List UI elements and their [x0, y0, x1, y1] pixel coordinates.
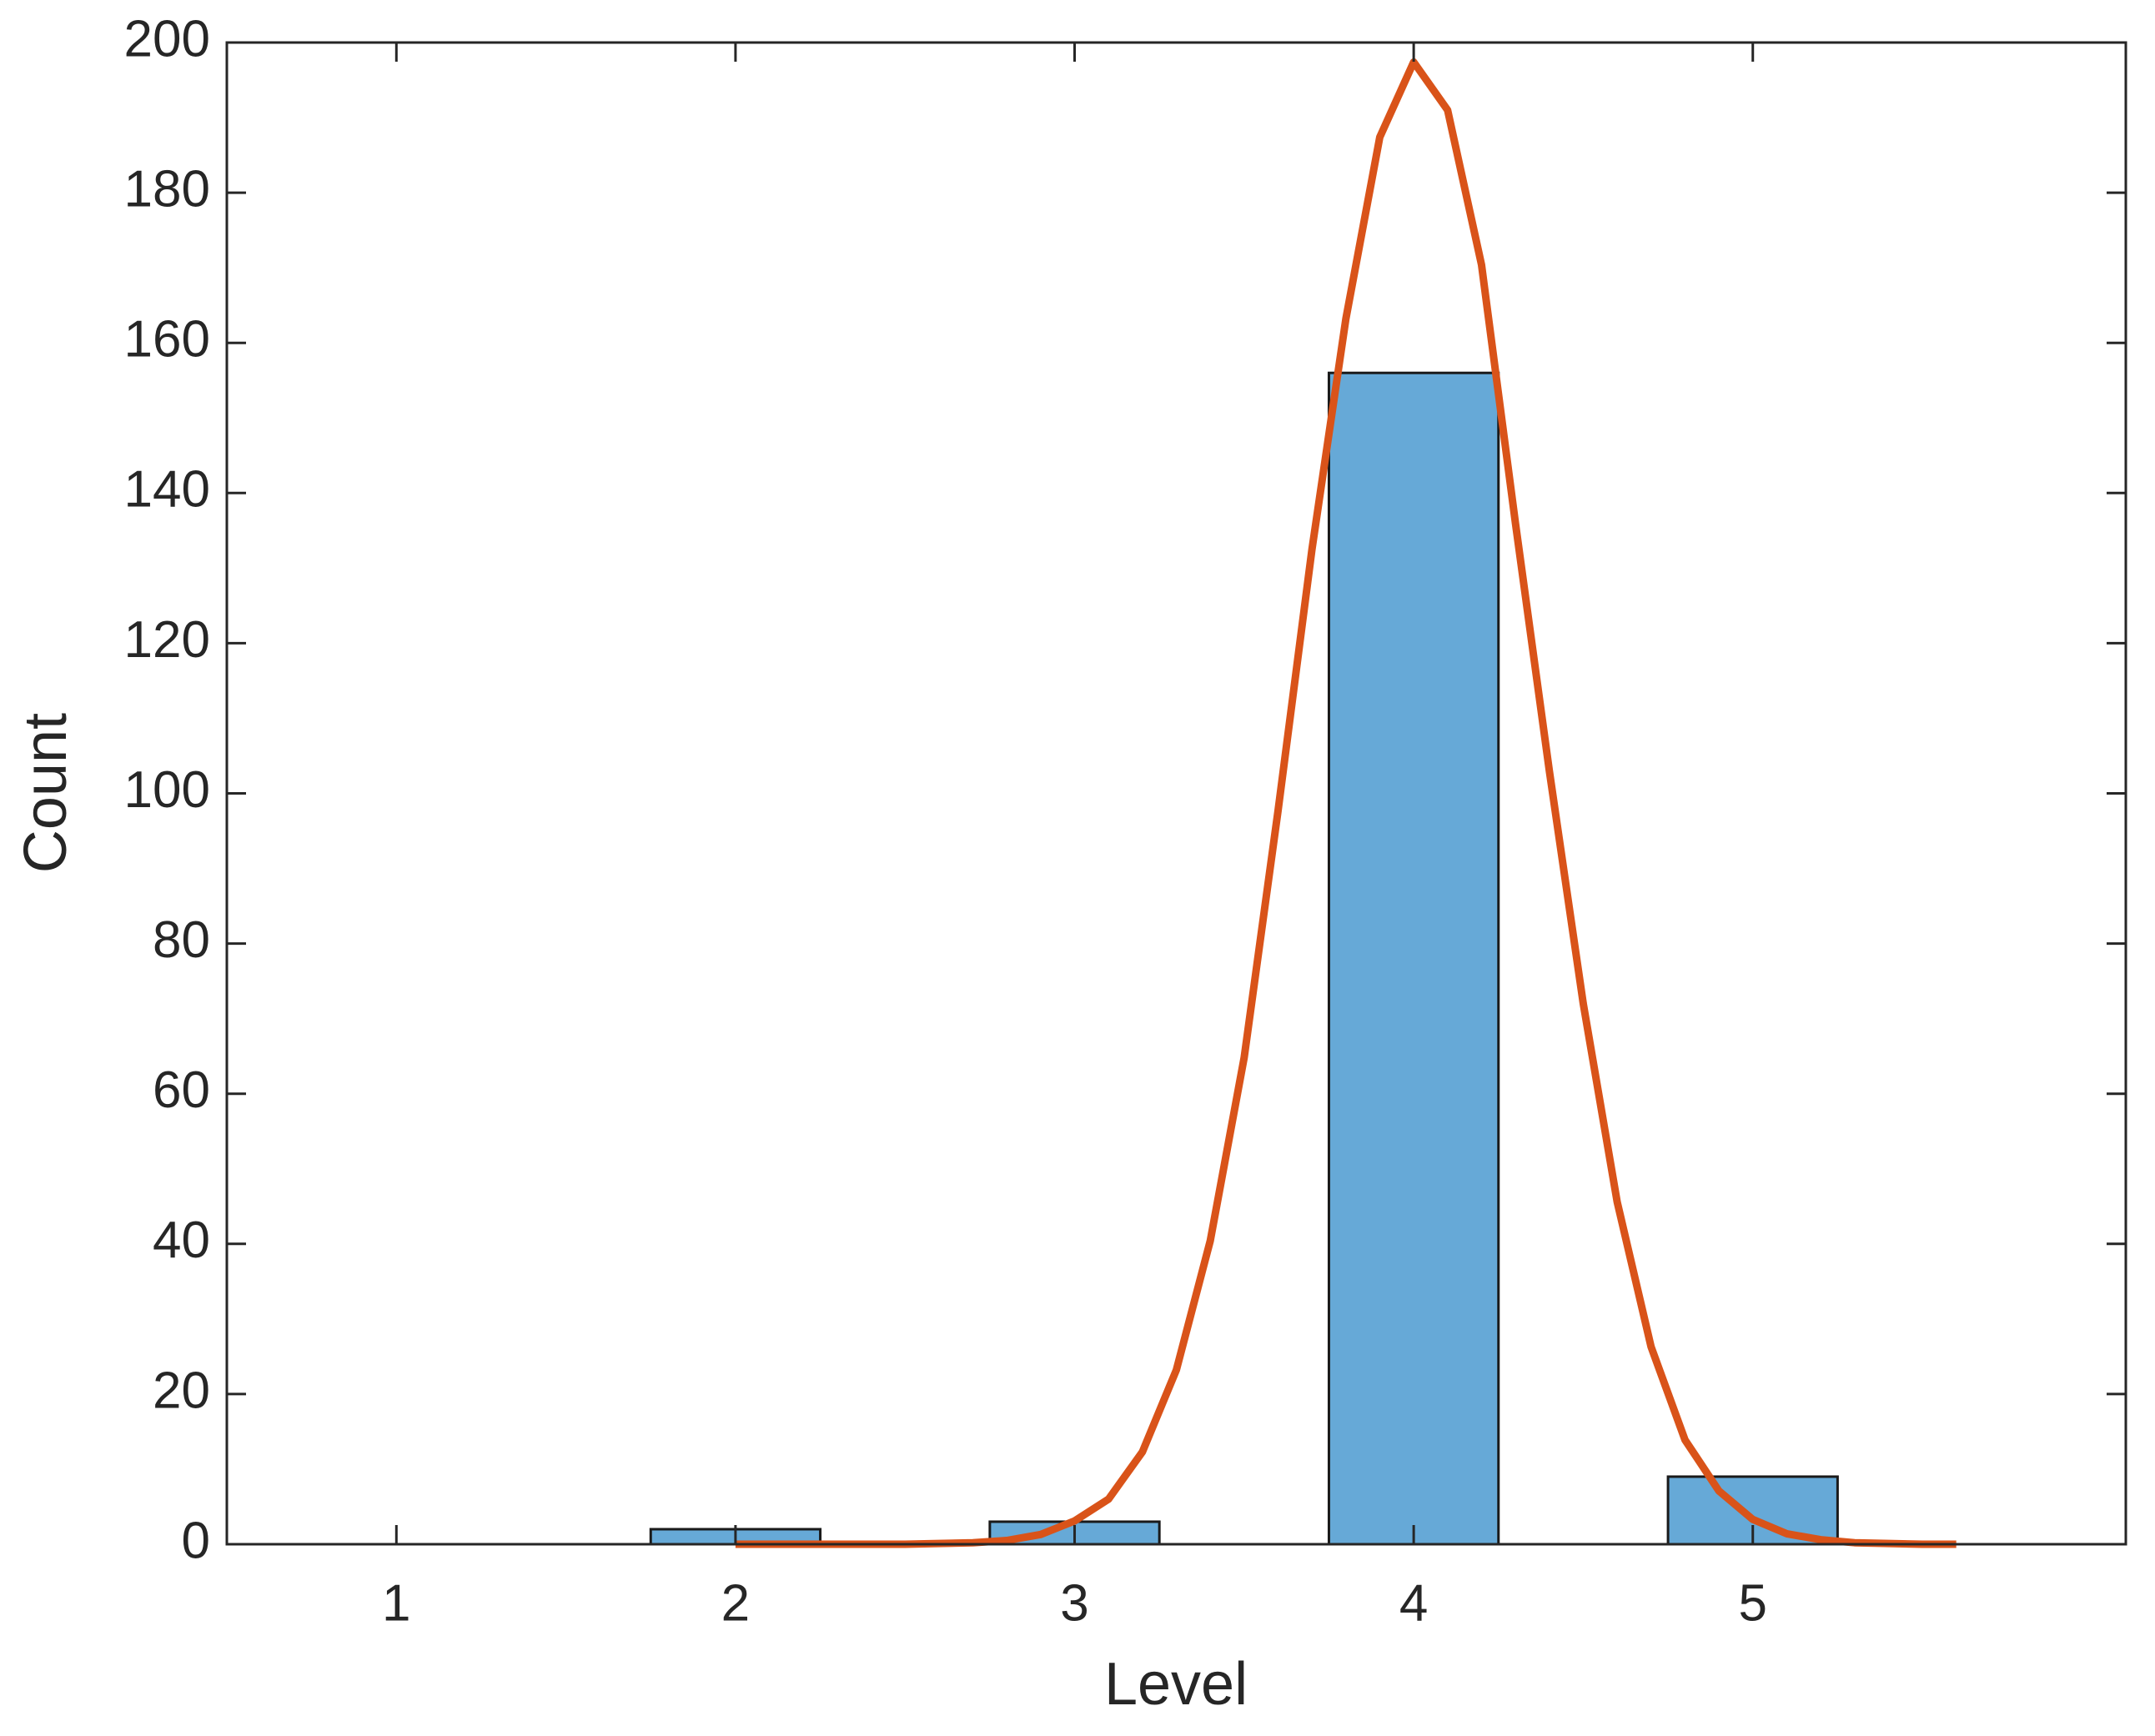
y-tick-label: 80	[153, 911, 210, 969]
y-tick-label: 20	[153, 1362, 210, 1419]
y-tick-label: 40	[153, 1212, 210, 1269]
bar	[1327, 371, 1500, 1546]
x-axis-label: Level	[1104, 1651, 1248, 1718]
x-tick-label: 5	[1738, 1574, 1766, 1632]
y-axis-label: Count	[13, 713, 79, 873]
x-tick-label: 1	[382, 1574, 410, 1632]
x-tick-label: 3	[1060, 1574, 1088, 1632]
y-tick-label: 0	[182, 1512, 210, 1569]
y-tick-label: 200	[124, 10, 210, 68]
y-tick-label: 100	[124, 761, 210, 819]
y-tick-label: 120	[124, 611, 210, 669]
x-tick-label: 2	[721, 1574, 750, 1632]
y-tick-label: 140	[124, 461, 210, 519]
plot-frame	[225, 41, 2127, 1546]
x-tick-label: 4	[1399, 1574, 1428, 1632]
y-tick-label: 60	[153, 1061, 210, 1119]
y-tick-label: 180	[124, 160, 210, 218]
y-tick-label: 160	[124, 311, 210, 369]
